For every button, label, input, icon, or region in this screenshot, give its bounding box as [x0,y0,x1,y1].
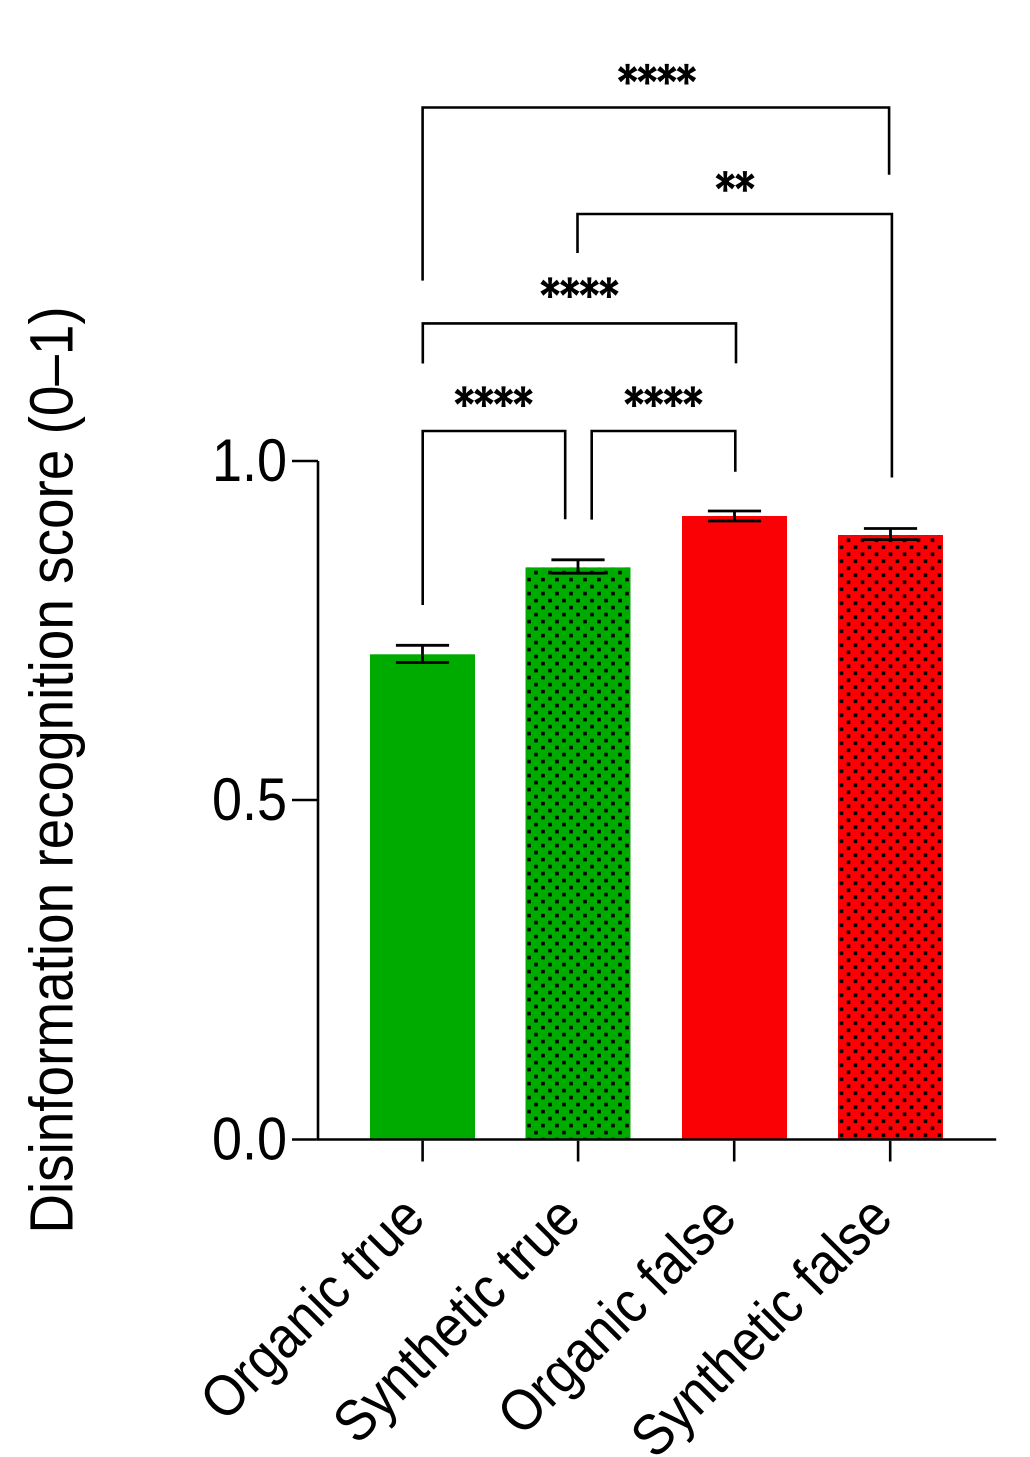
svg-text:Disinformation recognition sco: Disinformation recognition score (0–1) [18,306,86,1233]
svg-text:1.0: 1.0 [212,427,287,494]
svg-text:0.0: 0.0 [212,1106,287,1173]
svg-text:0.5: 0.5 [212,766,287,833]
